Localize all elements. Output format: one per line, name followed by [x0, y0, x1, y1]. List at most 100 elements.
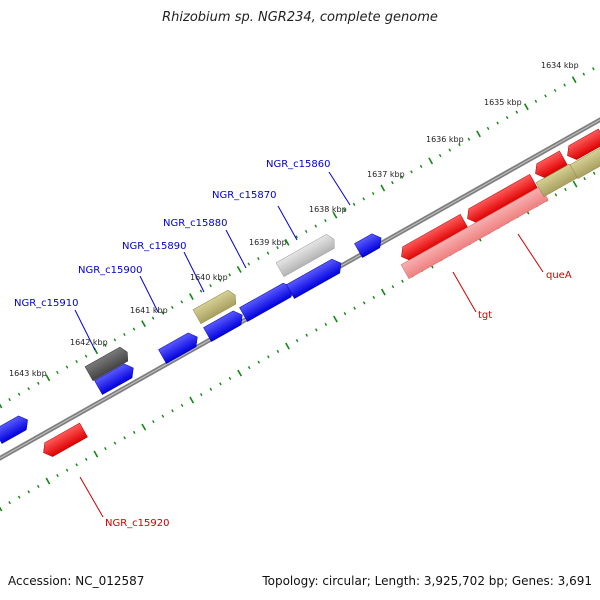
- connector-tgt: [452, 271, 477, 313]
- minor-tick: [400, 175, 404, 179]
- gene-red-1635b[interactable]: [564, 128, 600, 163]
- minor-tick: [391, 181, 394, 185]
- kbp-label-1635: 1635 kbp: [484, 98, 522, 107]
- minor-tick: [257, 360, 261, 364]
- minor-tick: [228, 376, 232, 380]
- minor-tick: [515, 110, 519, 114]
- major-tick: [93, 450, 99, 458]
- forward-strand-genes: [0, 231, 386, 444]
- minor-tick: [84, 457, 88, 461]
- gene-NGR_c15890[interactable]: [192, 288, 239, 325]
- minor-tick: [343, 312, 347, 316]
- minor-tick: [295, 235, 299, 239]
- label-NGR_c15910[interactable]: NGR_c15910: [14, 298, 79, 309]
- minor-tick: [56, 370, 59, 375]
- major-tick: [428, 157, 434, 165]
- kbp-label-1637: 1637 kbp: [367, 170, 405, 179]
- major-tick: [380, 288, 386, 296]
- label-NGR_c15860[interactable]: NGR_c15860: [266, 159, 331, 170]
- minor-tick: [419, 164, 423, 168]
- minor-tick: [257, 257, 260, 261]
- minor-tick: [553, 88, 557, 93]
- kbp-label-1641: 1641 kbp: [130, 306, 168, 315]
- topology-value: circular: [322, 574, 367, 588]
- major-tick: [572, 180, 578, 188]
- label-NGR_c15870[interactable]: NGR_c15870: [212, 190, 277, 201]
- major-tick: [0, 506, 3, 512]
- gene-labels: NGR_c15860 NGR_c15870 NGR_c15880 NGR_c15…: [14, 159, 572, 529]
- kbp-label-1634: 1634 kbp: [541, 61, 579, 70]
- genes-value: 3,691: [557, 574, 592, 588]
- minor-tick: [56, 474, 59, 478]
- gene-red-1635a[interactable]: [532, 150, 568, 181]
- genome-stats: Topology: circular; Length: 3,925,702 bp…: [262, 574, 592, 588]
- label-queA[interactable]: queA: [546, 270, 572, 281]
- minor-tick: [314, 224, 318, 228]
- gene-NGR_c15910[interactable]: [84, 345, 131, 382]
- major-tick: [285, 342, 290, 350]
- label-NGR_c15900[interactable]: NGR_c15900: [78, 265, 143, 276]
- minor-tick: [371, 191, 375, 196]
- minor-tick: [27, 387, 31, 391]
- gene-blue-1640[interactable]: [203, 308, 247, 342]
- minor-tick: [505, 116, 509, 120]
- gene-blue-left-edge[interactable]: [0, 413, 32, 444]
- minor-tick: [592, 171, 596, 175]
- major-tick: [332, 211, 338, 219]
- minor-tick: [152, 420, 155, 424]
- stats-separator: ;: [504, 574, 512, 588]
- minor-tick: [534, 99, 538, 103]
- minor-tick: [276, 349, 280, 354]
- gene-NGR_c15920[interactable]: [40, 422, 88, 460]
- label-NGR_c15890[interactable]: NGR_c15890: [122, 241, 187, 252]
- minor-tick: [8, 398, 11, 402]
- length-prefix: Length:: [374, 574, 424, 588]
- gene-tgt[interactable]: [400, 185, 549, 280]
- minor-tick: [391, 285, 395, 289]
- gene-NGR_c15860[interactable]: [354, 231, 386, 258]
- major-tick: [45, 477, 51, 485]
- length-value: 3,925,702 bp: [423, 574, 504, 588]
- minor-tick: [132, 430, 136, 434]
- minor-tick: [123, 332, 126, 337]
- minor-tick: [304, 229, 308, 234]
- major-tick: [380, 184, 386, 192]
- minor-tick: [113, 441, 117, 445]
- gene-blue-1641[interactable]: [158, 330, 202, 364]
- gene-hypothetical-grey[interactable]: [275, 232, 338, 278]
- gene-olive-edge[interactable]: [569, 144, 600, 180]
- minor-tick: [151, 316, 155, 320]
- minor-tick: [266, 251, 270, 255]
- minor-tick: [180, 403, 184, 407]
- minor-tick: [352, 202, 356, 206]
- minor-tick: [113, 338, 117, 342]
- minor-tick: [104, 447, 107, 451]
- minor-tick: [199, 289, 203, 293]
- genes-prefix: Genes:: [511, 574, 558, 588]
- major-tick: [189, 293, 194, 300]
- label-NGR_c15920[interactable]: NGR_c15920: [105, 518, 170, 529]
- minor-tick: [267, 355, 270, 359]
- minor-tick: [564, 187, 567, 192]
- minor-tick: [467, 137, 471, 141]
- minor-tick: [27, 490, 31, 494]
- minor-tick: [180, 300, 184, 304]
- minor-tick: [123, 436, 126, 440]
- minor-tick: [343, 208, 346, 212]
- major-tick: [141, 320, 146, 328]
- kbp-label-1643: 1643 kbp: [9, 369, 47, 378]
- minor-tick: [353, 306, 356, 310]
- gene-blue-1642[interactable]: [94, 361, 138, 395]
- minor-tick: [592, 67, 595, 71]
- connector-NGR_c15910: [74, 309, 96, 351]
- minor-tick: [65, 365, 69, 369]
- label-NGR_c15880[interactable]: NGR_c15880: [163, 218, 228, 229]
- gene-NGR_c15870[interactable]: [286, 256, 345, 299]
- kbp-labels: 1634 kbp 1635 kbp 1636 kbp 1637 kbp 1638…: [9, 61, 579, 378]
- minor-tick: [75, 463, 79, 467]
- label-tgt[interactable]: tgt: [478, 310, 492, 321]
- map-title: Rhizobium sp. NGR234, complete genome: [162, 10, 438, 25]
- kbp-label-1636: 1636 kbp: [426, 135, 464, 144]
